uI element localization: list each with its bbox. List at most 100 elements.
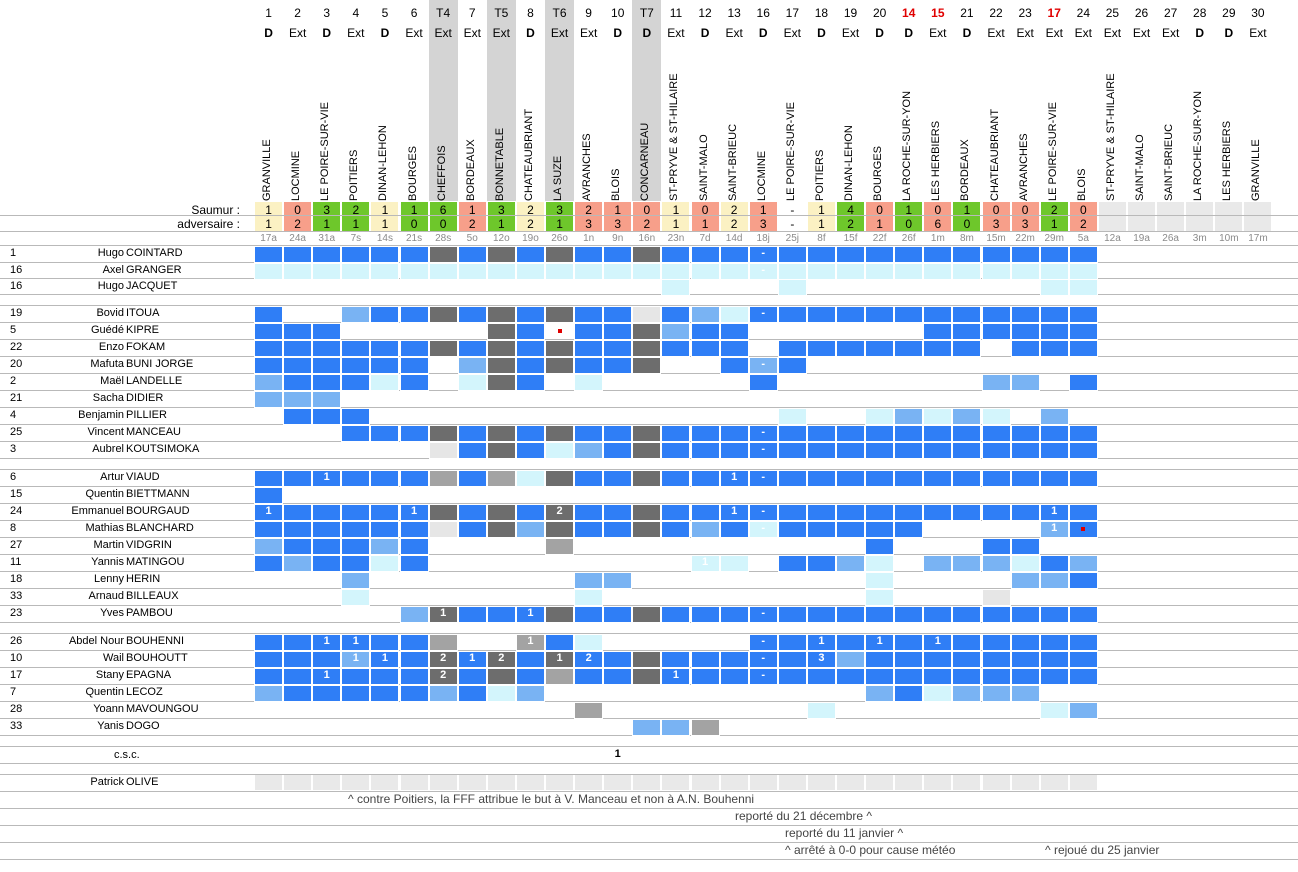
goal-count: 1 [352, 635, 359, 647]
goal-count: 3 [818, 652, 825, 664]
player-number: 33 [10, 590, 23, 602]
saumur-score: 0 [701, 203, 709, 217]
appearance-cell [923, 263, 953, 280]
appearance-cell [952, 685, 982, 702]
appearance-cell [399, 470, 429, 487]
appearance-cell [981, 442, 1011, 459]
appearance-cell [836, 668, 866, 685]
appearance-cell [719, 470, 749, 487]
appearance-cell [603, 668, 633, 685]
appearance-cell [370, 374, 400, 391]
appearance-cell [254, 323, 284, 340]
appearance-cell [836, 504, 866, 521]
coach-cell [1069, 775, 1097, 790]
saumur-score: 1 [265, 203, 272, 217]
coach-last-name: OLIVE [126, 776, 159, 788]
player-first-name: Yoann [93, 703, 124, 715]
match-date: 19o [522, 233, 539, 244]
result-cell [924, 202, 952, 231]
player-last-name: COINTARD [126, 247, 183, 259]
appearance-cell [515, 246, 545, 263]
opponent-score: 1 [556, 217, 563, 231]
match-venue: Ext [725, 26, 743, 40]
appearance-cell [254, 634, 284, 651]
appearance-cell [632, 306, 662, 323]
appearance-cell [545, 306, 575, 323]
result-cell [1098, 202, 1126, 231]
appearance-cell [923, 470, 953, 487]
result-cell [604, 202, 632, 231]
goal-count: 1 [876, 635, 883, 647]
match-number: 2 [294, 6, 301, 20]
appearance-cell [1010, 572, 1040, 589]
appearance-cell [1039, 425, 1069, 442]
match-date: 29m [1044, 233, 1064, 244]
player-number: 28 [10, 703, 23, 715]
match-number: 22 [989, 6, 1003, 20]
match-venue: D [642, 26, 652, 40]
match-venue: D [613, 26, 623, 40]
coach-cell [342, 775, 370, 790]
match-number: 20 [872, 6, 887, 20]
match-date: 19a [1133, 233, 1150, 244]
match-venue: D [962, 26, 972, 40]
appearance-cell [632, 263, 662, 280]
appearance-cell [254, 487, 284, 504]
match-number: 21 [960, 6, 974, 20]
goal-count: 2 [498, 652, 505, 664]
result-cell [720, 202, 748, 231]
appearance-cell [545, 538, 575, 555]
row-divider [0, 808, 1298, 809]
player-last-name: BUNI JORGE [126, 358, 194, 370]
opponent-score: 2 [1080, 217, 1087, 231]
appearance-cell [748, 504, 778, 521]
goal-count: - [761, 264, 766, 276]
appearance-cell [981, 538, 1011, 555]
player-last-name: VIAUD [126, 471, 160, 483]
appearance-cell [1039, 470, 1069, 487]
opponent-score: 0 [905, 217, 913, 231]
appearance-cell [661, 246, 691, 263]
appearance-cell [981, 504, 1011, 521]
player-last-name: ITOUA [126, 307, 160, 319]
appearance-cell [254, 391, 284, 408]
match-date: 17a [260, 233, 277, 244]
appearance-cell [836, 442, 866, 459]
appearance-cell [1010, 246, 1040, 263]
player-first-name: Hugo [97, 280, 124, 292]
appearance-cell [719, 606, 749, 623]
appearance-cell [515, 374, 545, 391]
row-divider [0, 503, 1298, 504]
appearance-cell [283, 374, 313, 391]
appearance-cell [661, 263, 691, 280]
appearance-cell [632, 651, 662, 668]
appearance-cell [806, 425, 836, 442]
opponent-name: LE POIRE-SUR-VIE [1046, 101, 1059, 201]
match-venue: D [875, 26, 884, 40]
saumur-score: 2 [527, 203, 534, 217]
saumur-score: 2 [585, 203, 592, 217]
appearance-cell [515, 442, 545, 459]
appearance-cell [690, 470, 720, 487]
coach-cell [982, 775, 1010, 790]
appearance-cell [1068, 306, 1098, 323]
goal-count: 1 [527, 607, 534, 619]
match-date: 12a [1104, 233, 1121, 244]
player-first-name: Abdel Nour [68, 635, 124, 647]
opponent-score: 1 [818, 217, 825, 231]
opponent-name: BOURGES [406, 145, 419, 201]
player-last-name: LANDELLE [126, 375, 183, 387]
opponent-score: - [790, 217, 795, 231]
coach-cell [778, 775, 806, 790]
goal-count: 1 [818, 635, 825, 647]
appearance-cell [574, 442, 604, 459]
player-first-name: Martin [93, 539, 124, 551]
opponent-name: CHATEAUBRIANT [522, 108, 535, 201]
appearance-cell [981, 306, 1011, 323]
appearance-cell [981, 323, 1011, 340]
appearance-cell [865, 685, 895, 702]
appearance-cell [952, 606, 982, 623]
player-last-name: KOUTSIMOKA [126, 443, 200, 455]
appearance-cell [341, 651, 371, 668]
appearance-cell [1039, 504, 1069, 521]
